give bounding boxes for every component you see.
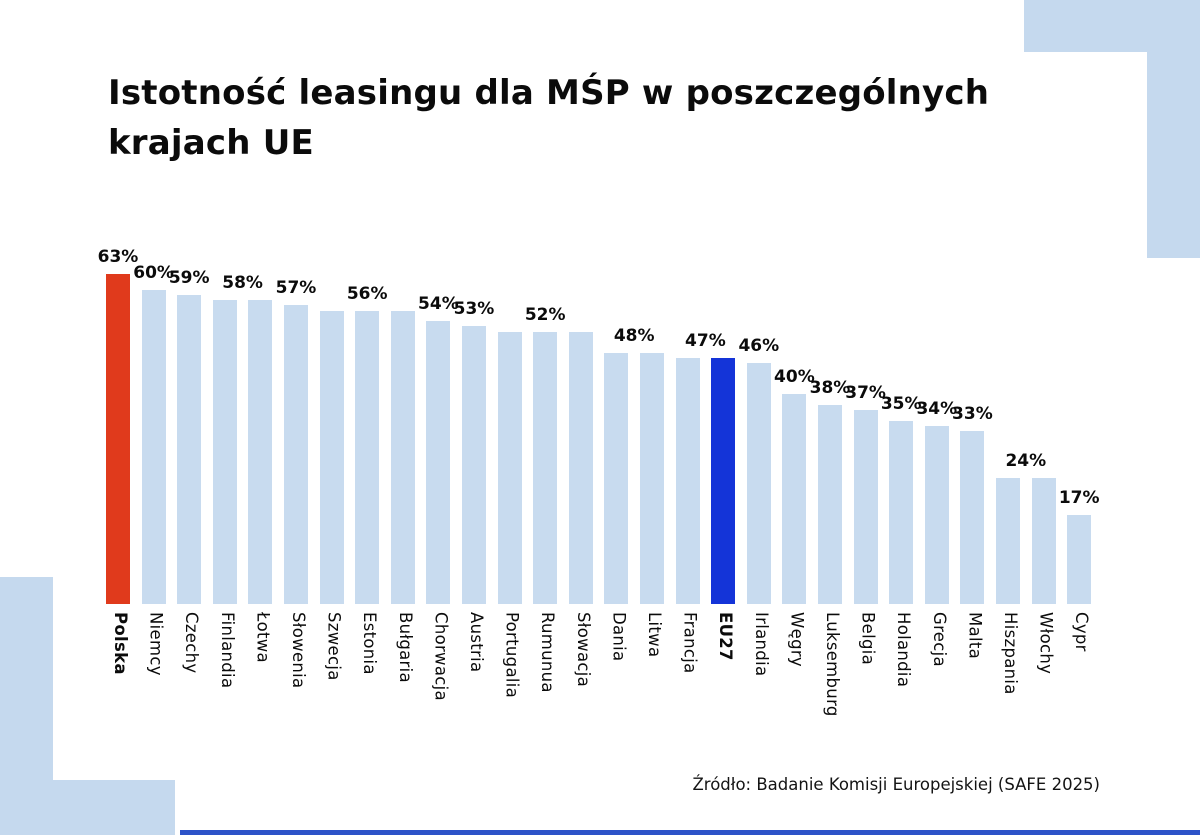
category-label-czechy: Czechy xyxy=(182,612,202,674)
bar-estonia xyxy=(355,310,380,604)
value-label-austria: 53% xyxy=(453,299,495,320)
bar-litwa xyxy=(640,352,664,604)
category-label-cypr: Cypr xyxy=(1072,612,1092,652)
decor-bottom-left-block-vertical xyxy=(0,577,53,780)
source-note: Źródło: Badanie Komisji Europejskiej (SA… xyxy=(692,775,1100,794)
value-label-niemcy: 60% xyxy=(133,262,174,283)
value-label-malta: 33% xyxy=(952,404,993,425)
bar-hiszpania xyxy=(996,478,1020,604)
value-label-hiszpania: 24% xyxy=(1005,451,1047,472)
category-label-francja: Francja xyxy=(680,612,700,674)
bar-holandia xyxy=(889,420,914,604)
value-label-cypr: 17% xyxy=(1058,487,1100,508)
value-label-holandia: 35% xyxy=(880,393,922,414)
value-label-węgry: 40% xyxy=(774,367,815,388)
category-label-słowacja: Słowacja xyxy=(573,612,593,688)
value-label-francja: 47% xyxy=(685,330,726,351)
category-label-hiszpania: Hiszpania xyxy=(1001,612,1020,695)
category-label-dania: Dania xyxy=(609,612,629,662)
bar-polska xyxy=(106,273,130,604)
value-label-dania: 48% xyxy=(613,325,655,346)
bar-czechy xyxy=(177,294,202,604)
bar-cypr xyxy=(1067,514,1092,604)
value-label-czechy: 59% xyxy=(168,267,210,288)
bar-portugalia xyxy=(497,331,522,604)
value-label-finlandia: 58% xyxy=(222,273,263,294)
category-label-estonia: Estonia xyxy=(360,612,380,675)
category-label-rumunua: Rumunua xyxy=(538,612,558,693)
bar-luksemburg xyxy=(818,404,842,604)
value-label-estonia: 56% xyxy=(346,283,388,304)
category-label-finlandia: Finlandia xyxy=(217,612,237,689)
bar-belgia xyxy=(853,410,878,604)
decor-top-right-block xyxy=(1024,0,1200,52)
chart-title-line-1: Istotność leasingu dla MŚP w poszczególn… xyxy=(108,73,990,113)
bar-finlandia xyxy=(212,300,237,604)
bar-chorwacja xyxy=(426,321,451,604)
value-label-chorwacja: 54% xyxy=(418,294,459,315)
value-label-słowenia: 57% xyxy=(275,278,317,299)
bar-szwecja xyxy=(319,310,344,604)
value-label-irlandia: 46% xyxy=(738,336,780,357)
decor-top-right-block-vertical xyxy=(1147,52,1200,258)
category-label-słowenia: Słowenia xyxy=(289,612,308,689)
category-label-polska: Polska xyxy=(111,612,130,675)
category-label-chorwacja: Chorwacja xyxy=(431,612,451,701)
category-label-belgia: Belgia xyxy=(858,612,878,666)
value-label-grecja: 34% xyxy=(916,398,958,419)
category-label-bułgaria: Bułgaria xyxy=(395,612,415,683)
value-label-luksemburg: 38% xyxy=(809,377,851,398)
category-label-eu27: EU27 xyxy=(716,612,736,661)
decor-bottom-strip xyxy=(180,830,1200,835)
category-label-luksemburg: Luksemburg xyxy=(823,612,842,717)
category-label-łotwa: Łotwa xyxy=(253,612,273,663)
bar-słowenia xyxy=(284,305,308,604)
bar-słowacja xyxy=(568,331,593,604)
category-label-malta: Malta xyxy=(965,612,985,660)
bar-dania xyxy=(604,352,629,604)
bar-irlandia xyxy=(746,363,771,604)
bar-rumunua xyxy=(533,331,558,604)
bar-francja xyxy=(675,357,700,604)
bar-włochy xyxy=(1031,478,1056,604)
category-label-grecja: Grecja xyxy=(929,612,949,667)
value-label-rumunua: 52% xyxy=(524,304,566,325)
category-label-węgry: Węgry xyxy=(787,612,807,667)
bar-łotwa xyxy=(248,300,273,604)
chart-title-line-2: krajach UE xyxy=(108,123,314,163)
value-label-polska: 63% xyxy=(97,246,139,267)
decor-bottom-left-block xyxy=(0,780,175,835)
category-label-holandia: Holandia xyxy=(894,612,914,688)
chart-title: Istotność leasingu dla MŚP w poszczególn… xyxy=(108,68,1088,168)
category-label-szwecja: Szwecja xyxy=(324,612,344,681)
bar-bułgaria xyxy=(390,310,415,604)
category-label-austria: Austria xyxy=(467,612,486,673)
value-label-belgia: 37% xyxy=(845,383,886,404)
bar-eu27 xyxy=(711,357,736,604)
bar-węgry xyxy=(782,394,807,604)
category-label-włochy: Włochy xyxy=(1036,612,1056,675)
category-label-niemcy: Niemcy xyxy=(146,612,166,676)
bar-niemcy xyxy=(141,289,166,604)
bar-malta xyxy=(960,431,985,604)
category-label-portugalia: Portugalia xyxy=(502,612,522,699)
bar-austria xyxy=(462,326,486,604)
bar-grecja xyxy=(924,425,949,604)
category-label-irlandia: Irlandia xyxy=(751,612,771,677)
category-label-litwa: Litwa xyxy=(645,612,664,658)
